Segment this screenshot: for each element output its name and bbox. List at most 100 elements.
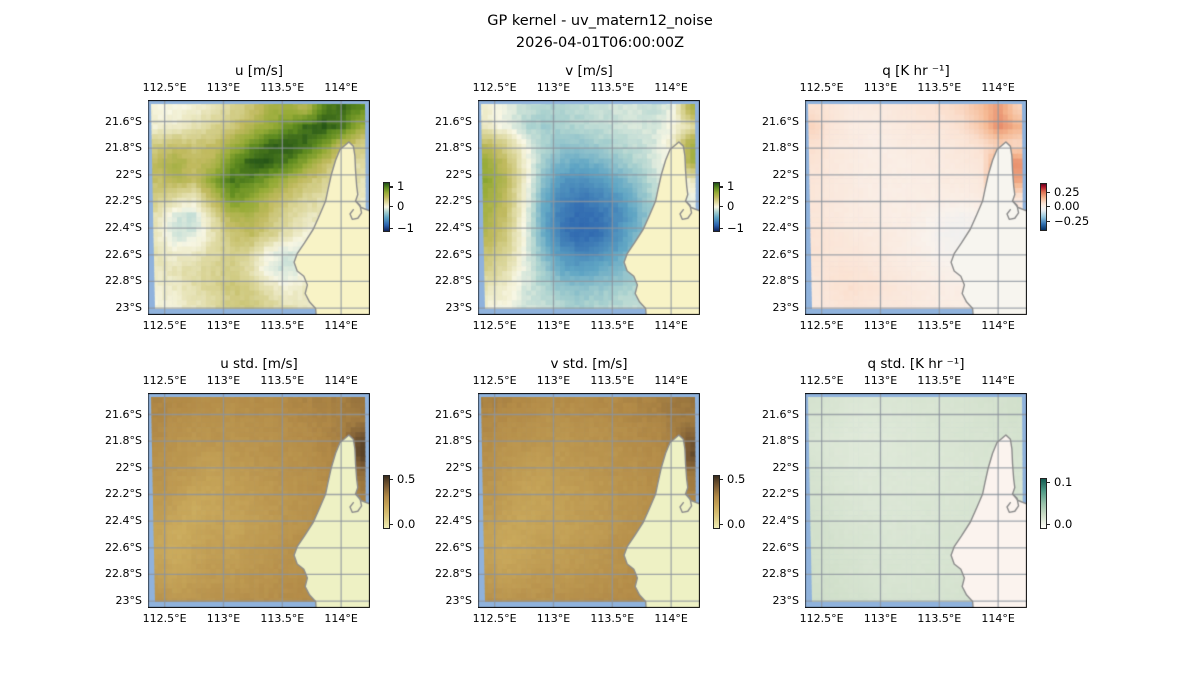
y-tick-label: 21.8°S	[105, 141, 142, 155]
y-tick-label: 23°S	[115, 301, 142, 315]
y-tick-label: 22.4°S	[435, 514, 472, 528]
x-tick-label-bottom: 113°E	[206, 319, 241, 332]
y-tick-label: 22.6°S	[435, 247, 472, 261]
y-tick-label: 22.6°S	[435, 540, 472, 554]
y-tick-label: 22.6°S	[105, 247, 142, 261]
x-tick-label-top: 114°E	[654, 374, 688, 387]
colorbar-tick	[719, 206, 723, 208]
colorbar-tick	[389, 479, 393, 481]
y-tick-label: 21.8°S	[105, 434, 142, 448]
x-tick-label-bottom: 114°E	[981, 319, 1015, 332]
y-tick-label: 22.2°S	[435, 194, 472, 208]
x-tick-label-bottom: 113°E	[863, 319, 898, 332]
x-tick-label-top: 113°E	[536, 81, 571, 94]
y-tick-label: 22.4°S	[105, 514, 142, 528]
colorbar-tick-label: 0.5	[727, 472, 746, 487]
colorbar-tick	[1046, 524, 1050, 526]
x-tick-label-bottom: 113.5°E	[590, 612, 635, 625]
y-tick-label: 22°S	[772, 167, 799, 181]
x-tick-label-top: 114°E	[324, 374, 358, 387]
y-tick-label: 22°S	[115, 167, 142, 181]
x-tick-label-bottom: 112.5°E	[142, 612, 187, 625]
y-tick-label: 22.4°S	[435, 221, 472, 235]
y-tick-label: 21.6°S	[105, 114, 142, 128]
y-tick-label: 22°S	[772, 460, 799, 474]
y-tick-label: 22.6°S	[105, 540, 142, 554]
figure-timestamp: 2026-04-01T06:00:00Z	[515, 35, 685, 51]
y-tick-label: 21.6°S	[435, 407, 472, 421]
panel-v-std: v std. [m/s] 112.5°E 112.5°E 113°E 113°E 113…	[435, 356, 745, 625]
x-tick-label-bottom: 113.5°E	[260, 612, 305, 625]
y-tick-label: 22.8°S	[105, 567, 142, 581]
colorbar-tick	[1046, 481, 1050, 484]
colorbar-tick-label: 0	[397, 199, 405, 214]
x-tick-label-top: 112.5°E	[472, 374, 517, 387]
colorbar-tick	[1046, 220, 1050, 222]
colorbar-q_std	[1040, 478, 1047, 529]
y-tick-label: 22.8°S	[762, 567, 799, 581]
y-tick-label: 22.2°S	[105, 194, 142, 208]
map-canvas-v-std	[478, 393, 700, 608]
colorbar-tick	[719, 479, 723, 481]
colorbar-tick-label: 0.0	[1054, 517, 1073, 532]
x-tick-label-bottom: 113.5°E	[590, 319, 635, 332]
x-tick-label-bottom: 113°E	[536, 612, 571, 625]
colorbar-tick	[1046, 191, 1050, 193]
colorbar-tick-label: −0.25	[1054, 213, 1090, 228]
panel-title-u: u [m/s]	[234, 63, 284, 79]
colorbar-v_std	[713, 475, 720, 529]
x-tick-label-top: 113°E	[206, 81, 241, 94]
colorbar-tick-label: 0.0	[727, 516, 746, 531]
x-tick-label-top: 113°E	[206, 374, 241, 387]
x-tick-label-top: 112.5°E	[472, 81, 517, 94]
colorbar-tick	[1046, 206, 1050, 208]
y-tick-label: 22.6°S	[762, 540, 799, 554]
x-tick-label-bottom: 113°E	[206, 612, 241, 625]
panel-title-q: q [K hr ⁻¹]	[882, 63, 950, 79]
y-tick-label: 21.8°S	[762, 434, 799, 448]
x-tick-label-top: 113.5°E	[260, 81, 305, 94]
x-tick-label-bottom: 114°E	[654, 319, 688, 332]
map-canvas-q	[805, 100, 1027, 315]
x-tick-label-bottom: 112.5°E	[799, 612, 844, 625]
figure-title: GP kernel - uv_matern12_noise	[487, 13, 713, 29]
colorbar-tick-label: 0.5	[397, 472, 416, 487]
y-tick-label: 21.8°S	[435, 434, 472, 448]
y-tick-label: 22.8°S	[435, 567, 472, 581]
colorbar-tick	[719, 523, 723, 526]
y-tick-label: 22.2°S	[762, 194, 799, 208]
x-tick-label-top: 113°E	[536, 374, 571, 387]
y-tick-label: 22.2°S	[105, 487, 142, 501]
y-tick-label: 21.6°S	[105, 407, 142, 421]
x-tick-label-bottom: 112.5°E	[472, 319, 517, 332]
colorbar-tick-label: −1	[397, 220, 414, 235]
y-tick-label: 23°S	[772, 301, 799, 315]
x-tick-label-bottom: 112.5°E	[142, 319, 187, 332]
x-tick-label-bottom: 113.5°E	[917, 612, 962, 625]
x-tick-label-bottom: 112.5°E	[472, 612, 517, 625]
panel-title-q-std: q std. [K hr ⁻¹]	[867, 356, 965, 372]
panel-u: u [m/s] 112.5°E 112.5°E 113°E 113°E 113.5°E 1…	[105, 63, 414, 332]
y-tick-label: 21.6°S	[762, 407, 799, 421]
panel-q-std: q std. [K hr ⁻¹] 112.5°E 112.5°E 113°E 113°…	[762, 356, 1072, 625]
y-tick-label: 23°S	[445, 301, 472, 315]
x-tick-label-bottom: 114°E	[981, 612, 1015, 625]
x-tick-label-top: 112.5°E	[142, 81, 187, 94]
y-tick-label: 21.8°S	[762, 141, 799, 155]
x-tick-label-top: 113.5°E	[917, 81, 962, 94]
colorbar-tick	[719, 227, 723, 229]
colorbar-tick	[389, 186, 393, 188]
map-canvas-u-std	[148, 393, 370, 608]
x-tick-label-top: 113.5°E	[590, 81, 635, 94]
colorbar-tick-label: 1	[397, 179, 405, 194]
y-tick-label: 22°S	[445, 167, 472, 181]
x-tick-label-top: 113.5°E	[260, 374, 305, 387]
x-tick-label-top: 114°E	[324, 81, 358, 94]
y-tick-label: 22°S	[445, 460, 472, 474]
x-tick-label-bottom: 113.5°E	[917, 319, 962, 332]
y-tick-label: 22.2°S	[762, 487, 799, 501]
x-tick-label-top: 112.5°E	[799, 374, 844, 387]
colorbar-tick-label: −1	[727, 220, 744, 235]
y-tick-label: 21.6°S	[435, 114, 472, 128]
y-tick-label: 22.6°S	[762, 247, 799, 261]
